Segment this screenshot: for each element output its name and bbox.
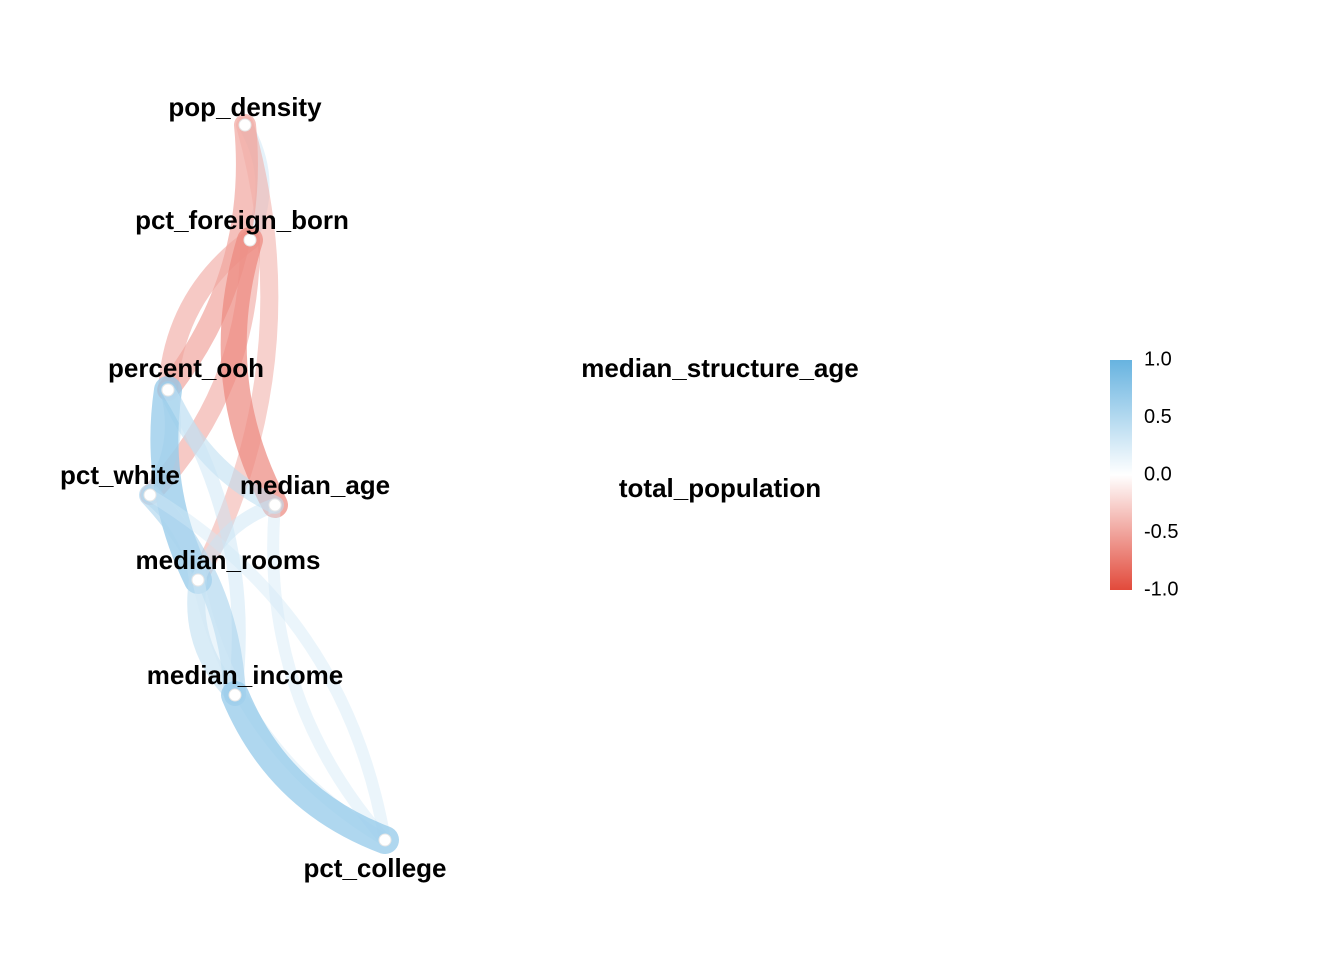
label-median_rooms: median_rooms (136, 545, 321, 575)
label-pct_foreign_born: pct_foreign_born (135, 205, 349, 235)
legend-tick-2: 0.0 (1144, 463, 1172, 485)
node-median_rooms (192, 574, 204, 586)
legend-tick-3: -0.5 (1144, 521, 1178, 543)
legend-tick-1: 0.5 (1144, 406, 1172, 428)
label-total_population: total_population (619, 473, 821, 503)
correlation-network-diagram: pop_density pct_foreign_born percent_oohpc… (0, 0, 1344, 960)
label-layer: pop_density pct_foreign_born percent_oohpc… (60, 92, 859, 883)
label-median_age: median_age (240, 470, 390, 500)
node-percent_ooh (162, 384, 174, 396)
legend-tick-4: -1.0 (1144, 578, 1178, 600)
legend-tick-0: 1.0 (1144, 348, 1172, 370)
label-percent_ooh: percent_ooh (108, 353, 264, 383)
label-median_structure_age: median_structure_age (581, 353, 858, 383)
node-pct_white (144, 489, 156, 501)
node-pct_foreign_born (244, 234, 256, 246)
node-pct_college (379, 834, 391, 846)
node-median_age (269, 499, 281, 511)
label-pct_white: pct_white (60, 460, 180, 490)
label-pct_college: pct_college (303, 853, 446, 883)
legend-gradient-bar (1110, 360, 1132, 590)
node-median_income (229, 689, 241, 701)
label-pop_density: pop_density (168, 92, 322, 122)
color-legend: 1.0 0.5 0.0 -0.5 -1.0 (1110, 348, 1178, 600)
label-median_income: median_income (147, 660, 344, 690)
